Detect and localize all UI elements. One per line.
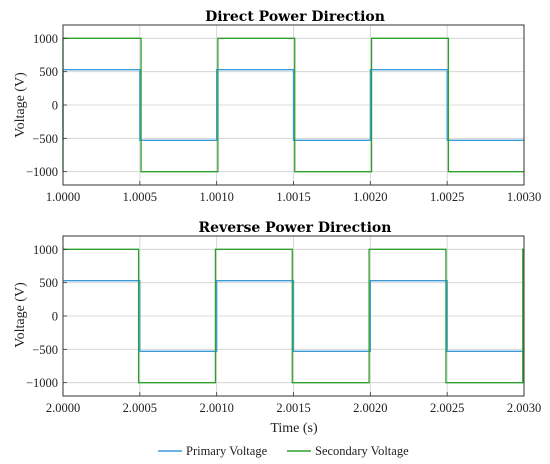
x-tick-label: 2.0025 bbox=[430, 401, 464, 415]
x-tick-label: 1.0025 bbox=[430, 190, 464, 204]
series-line-primary-voltage bbox=[63, 280, 524, 352]
x-tick-label: 2.0005 bbox=[123, 401, 157, 415]
y-axis-label: Voltage (V) bbox=[13, 72, 28, 138]
series-group bbox=[62, 37, 524, 173]
series-group bbox=[63, 248, 524, 384]
x-tick-label: 1.0015 bbox=[276, 190, 310, 204]
x-tick-label: 1.0000 bbox=[46, 190, 80, 204]
x-tick-label: 1.0010 bbox=[199, 190, 233, 204]
x-tick-label: 2.0000 bbox=[46, 401, 80, 415]
chart-title: Direct Power Direction bbox=[205, 9, 385, 25]
x-tick-label: 1.0020 bbox=[353, 190, 387, 204]
legend: Primary Voltage Secondary Voltage bbox=[158, 444, 409, 458]
chart-panel-direct: Direct Power Direction Voltage (V) 1000 5… bbox=[13, 9, 541, 204]
y-tick-label: 0 bbox=[52, 310, 58, 324]
y-tick-label: 1000 bbox=[33, 243, 58, 257]
y-tick-label: 500 bbox=[39, 65, 58, 79]
y-tick-label: −500 bbox=[32, 343, 58, 357]
x-tick-label: 1.0005 bbox=[123, 190, 157, 204]
series-line-secondary-voltage bbox=[63, 248, 524, 384]
series-line-primary-voltage bbox=[62, 69, 524, 141]
y-tick-label: −1000 bbox=[26, 165, 58, 179]
y-axis-label: Voltage (V) bbox=[13, 282, 28, 348]
y-tick-label: −1000 bbox=[26, 376, 58, 390]
y-tick-label: 1000 bbox=[33, 32, 58, 46]
x-tick-labels: 2.0000 2.0005 2.0010 2.0015 2.0020 2.0025 2.00… bbox=[46, 392, 541, 415]
chart-title: Reverse Power Direction bbox=[199, 220, 392, 236]
y-tick-labels: 1000 500 0 −500 −1000 bbox=[26, 243, 67, 390]
y-tick-label: 0 bbox=[52, 99, 58, 113]
x-tick-label: 2.0030 bbox=[507, 401, 541, 415]
y-tick-label: −500 bbox=[32, 132, 58, 146]
series-line-secondary-voltage bbox=[62, 37, 524, 173]
legend-label-secondary: Secondary Voltage bbox=[315, 444, 409, 458]
x-tick-label: 2.0015 bbox=[276, 401, 310, 415]
x-axis-label: Time (s) bbox=[270, 421, 318, 436]
y-tick-labels: 1000 500 0 −500 −1000 bbox=[26, 32, 67, 179]
x-tick-label: 1.0030 bbox=[507, 190, 541, 204]
y-tick-label: 500 bbox=[39, 276, 58, 290]
legend-label-primary: Primary Voltage bbox=[186, 444, 268, 458]
x-tick-label: 2.0020 bbox=[353, 401, 387, 415]
x-tick-label: 2.0010 bbox=[199, 401, 233, 415]
x-tick-labels: 1.0000 1.0005 1.0010 1.0015 1.0020 1.0025 1.00… bbox=[46, 181, 541, 204]
chart-panel-reverse: Reverse Power Direction Voltage (V) 1000… bbox=[13, 220, 541, 436]
